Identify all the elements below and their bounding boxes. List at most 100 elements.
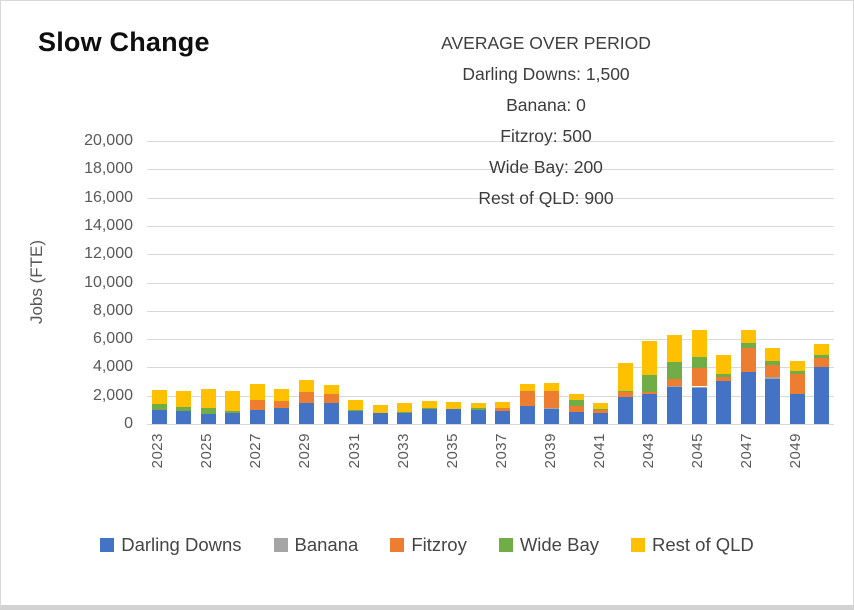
- bar-2049-darling-downs: [789, 394, 805, 424]
- x-tick-label-2029: 2029: [296, 433, 314, 469]
- bar-2037-darling-downs: [495, 410, 511, 424]
- bar-2024-darling-downs: [176, 411, 192, 424]
- bar-2047-fitzroy: [740, 347, 756, 373]
- gridline-8000: [147, 310, 834, 312]
- bar-2029-darling-downs: [298, 402, 314, 424]
- legend-swatch-wide-bay: [498, 538, 513, 552]
- bar-2038-darling-downs: [519, 405, 535, 424]
- annotation-line-wide-bay: Wide Bay: 200: [489, 157, 603, 177]
- legend-label: Fitzroy: [411, 534, 467, 555]
- bar-2023-darling-downs: [151, 409, 167, 424]
- bar-2041-wide-bay: [593, 409, 609, 410]
- bar-2024-rest-of-qld: [176, 391, 192, 408]
- bar-2050-rest-of-qld: [814, 344, 830, 355]
- bar-2028-rest-of-qld: [274, 389, 290, 401]
- bar-2044-fitzroy: [667, 379, 683, 386]
- bar-2030-fitzroy: [323, 393, 339, 403]
- legend-item-darling-downs: Darling Downs: [100, 534, 242, 556]
- bar-2048-rest-of-qld: [765, 348, 781, 362]
- x-tick-label-2035: 2035: [443, 433, 461, 469]
- annotation-line-banana: Banana: 0: [506, 95, 586, 115]
- annotation-line-rest-of-qld: Rest of QLD: 900: [478, 188, 614, 208]
- bar-2050-fitzroy: [814, 358, 830, 368]
- y-tick-label-12000: 12,000: [84, 245, 133, 263]
- bar-2045-fitzroy: [691, 368, 707, 387]
- bar-2026-rest-of-qld: [225, 390, 241, 412]
- bar-2029-fitzroy: [298, 392, 314, 403]
- annotation-line-fitzroy: Fitzroy: 500: [500, 126, 592, 146]
- legend-item-banana: Banana: [273, 534, 359, 556]
- gridline-18000: [147, 169, 834, 171]
- bar-2034-rest-of-qld: [421, 400, 437, 409]
- bar-2037-rest-of-qld: [495, 402, 511, 409]
- x-tick-label-2023: 2023: [149, 433, 167, 469]
- bar-2048-fitzroy: [765, 365, 781, 378]
- bar-2039-fitzroy: [544, 390, 560, 409]
- bar-2037-fitzroy: [495, 408, 511, 411]
- bar-2040-rest-of-qld: [568, 393, 584, 400]
- bar-2045-banana: [691, 386, 707, 388]
- bar-2031-wide-bay: [348, 409, 364, 411]
- bar-2041-fitzroy: [593, 409, 609, 413]
- bar-2040-fitzroy: [568, 405, 584, 412]
- bar-2050-wide-bay: [814, 354, 830, 359]
- bar-2049-rest-of-qld: [789, 361, 805, 371]
- bar-2046-fitzroy: [716, 376, 732, 381]
- bar-2044-rest-of-qld: [667, 334, 683, 363]
- y-tick-label-8000: 8,000: [92, 301, 133, 319]
- bar-2035-rest-of-qld: [446, 402, 462, 410]
- annotation-block: AVERAGE OVER PERIOD Darling Downs: 1,500…: [321, 28, 771, 214]
- bar-2043-rest-of-qld: [642, 341, 658, 376]
- bar-2023-rest-of-qld: [151, 390, 167, 405]
- x-tick-label-2049: 2049: [787, 433, 805, 469]
- bar-2039-banana: [544, 408, 560, 410]
- bar-2027-darling-downs: [249, 409, 265, 424]
- chart-title: Slow Change: [38, 27, 210, 57]
- bar-2030-rest-of-qld: [323, 385, 339, 394]
- gridline-12000: [147, 254, 834, 256]
- legend-label: Banana: [294, 534, 359, 555]
- bar-2040-wide-bay: [568, 399, 584, 406]
- legend-label: Wide Bay: [519, 534, 599, 555]
- bar-2044-darling-downs: [667, 387, 683, 424]
- bar-2044-banana: [667, 385, 683, 388]
- bar-2041-darling-downs: [593, 412, 609, 424]
- bar-2034-wide-bay: [421, 408, 437, 410]
- bar-2035-darling-downs: [446, 409, 462, 424]
- bar-2045-darling-downs: [691, 387, 707, 424]
- bar-2023-wide-bay: [151, 404, 167, 410]
- y-tick-label-4000: 4,000: [92, 358, 133, 376]
- y-tick-label-14000: 14,000: [84, 216, 133, 234]
- y-tick-label-0: 0: [124, 415, 133, 432]
- x-tick-label-2047: 2047: [738, 433, 756, 469]
- bar-2036-wide-bay: [470, 408, 486, 410]
- bar-2036-darling-downs: [470, 409, 486, 424]
- bar-2047-wide-bay: [740, 343, 756, 348]
- x-tick-label-2033: 2033: [394, 433, 412, 469]
- legend-item-rest-of-qld: Rest of QLD: [630, 534, 754, 556]
- bar-2046-darling-downs: [716, 380, 732, 424]
- legend-swatch-rest-of-qld: [630, 538, 645, 552]
- bar-2047-darling-downs: [740, 372, 756, 424]
- bar-2033-wide-bay: [397, 411, 413, 413]
- bar-2043-wide-bay: [642, 375, 658, 393]
- legend-swatch-darling-downs: [100, 538, 115, 552]
- y-tick-label-18000: 18,000: [84, 160, 133, 178]
- bar-2034-darling-downs: [421, 409, 437, 424]
- x-tick-label-2031: 2031: [345, 433, 363, 469]
- bar-2032-rest-of-qld: [372, 404, 388, 413]
- bar-2048-wide-bay: [765, 361, 781, 366]
- bar-2043-darling-downs: [642, 394, 658, 424]
- bar-2026-wide-bay: [225, 411, 241, 413]
- legend: Darling Downs Banana Fitzroy Wide Bay Rest o…: [1, 534, 853, 556]
- bar-2032-darling-downs: [372, 412, 388, 424]
- bar-2025-rest-of-qld: [200, 389, 216, 408]
- bar-2038-fitzroy: [519, 390, 535, 406]
- bar-2049-wide-bay: [789, 370, 805, 375]
- gridline-0: [147, 424, 834, 425]
- bar-2026-darling-downs: [225, 412, 241, 424]
- bar-2028-darling-downs: [274, 408, 290, 424]
- bar-2042-rest-of-qld: [617, 363, 633, 391]
- y-tick-label-16000: 16,000: [84, 188, 133, 206]
